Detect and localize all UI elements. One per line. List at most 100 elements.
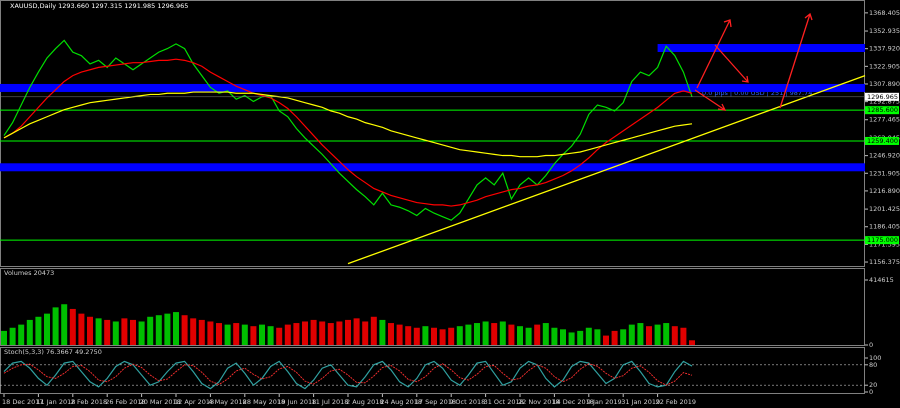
volume-title: Volumes 20473 <box>4 269 54 277</box>
volume-bar <box>9 327 16 345</box>
volume-bar <box>345 319 351 345</box>
y-tick-label: 1277.465 <box>869 116 900 124</box>
x-tick-label: 9 Oct 2018 <box>449 398 485 406</box>
stoch-pane <box>0 347 865 394</box>
volume-bar <box>499 321 506 345</box>
volume-bar <box>603 335 609 345</box>
y-tick-label: 1201.425 <box>869 205 900 213</box>
volume-bar <box>69 308 76 345</box>
volume-bar <box>198 319 205 345</box>
x-tick-label: 14 Dec 2018 <box>552 398 594 406</box>
x-tick-label: 24 Aug 2018 <box>380 398 422 406</box>
volume-bar <box>130 319 136 345</box>
x-tick-label: 9 Jan 2019 <box>587 398 622 406</box>
volume-bar <box>396 324 403 345</box>
current-price-box <box>865 92 899 101</box>
y-tick-label: 1216.890 <box>869 187 900 195</box>
x-tick-label: 28 May 2018 <box>243 398 285 406</box>
level-zone <box>657 44 865 53</box>
volume-bar <box>465 324 472 345</box>
volume-bar <box>224 324 231 345</box>
x-tick-label: 26 Feb 2018 <box>105 398 145 406</box>
series-line <box>3 360 693 390</box>
volume-bar <box>413 327 420 345</box>
volume-bar <box>319 321 326 345</box>
volume-bar <box>112 321 119 345</box>
chart-title: XAUUSD,Daily 1293.660 1297.315 1291.985 … <box>10 2 188 10</box>
y-tick-label: 0 <box>869 388 873 396</box>
y-tick-label: 1307.890 <box>869 80 900 88</box>
volume-bar <box>293 323 300 345</box>
arrows <box>694 12 813 111</box>
y-tick-label: 1337.920 <box>869 45 900 53</box>
volume-bar <box>147 316 154 345</box>
series-line <box>3 363 693 386</box>
volume-bar <box>628 324 635 345</box>
x-tick-label: 31 Jan 2019 <box>621 398 660 406</box>
arrow <box>694 89 727 111</box>
annotation: 0.0 pips | 0.00 USD | 251 | 987.74 <box>702 89 812 97</box>
y-tick-label: 1186.405 <box>869 223 900 231</box>
volume-bar <box>542 323 549 345</box>
volume-bar <box>551 327 558 345</box>
volume-bar <box>327 323 334 345</box>
arrow <box>779 12 813 109</box>
x-tick-label: 11 Jul 2018 <box>312 398 349 406</box>
volume-bar <box>388 323 394 345</box>
volume-bar <box>362 321 369 345</box>
y-tick-label: 20 <box>869 381 877 389</box>
volume-bar <box>310 319 317 345</box>
level-label: 1259.400 <box>867 137 898 145</box>
x-tick-label: 12 Apr 2018 <box>174 398 214 406</box>
y-tick-label: 1156.375 <box>869 258 900 266</box>
current-price-label: 1296.965 <box>867 93 898 101</box>
volume-bar <box>26 319 33 345</box>
volume-bar <box>594 329 601 345</box>
y-tick-label: 0 <box>869 341 873 349</box>
x-tick-label: 20 Mar 2018 <box>140 398 181 406</box>
volume-bar <box>61 304 68 345</box>
volume-bar <box>405 326 412 345</box>
volume-bar <box>456 326 463 345</box>
volume-bar <box>525 327 532 345</box>
volume-bar <box>138 321 145 345</box>
volume-bar <box>233 323 240 345</box>
volume-bar <box>302 321 308 345</box>
series-line <box>3 58 693 207</box>
x-tick-label: 19 Jun 2018 <box>277 398 316 406</box>
y-tick-label: 1292.875 <box>869 98 900 106</box>
level-label: 1285.600 <box>867 106 898 114</box>
x-tick-label: 2 Feb 2018 <box>71 398 107 406</box>
volume-bar <box>646 326 652 345</box>
trendline <box>347 75 866 265</box>
y-tick-label: 1352.935 <box>869 27 900 35</box>
volume-bar <box>680 327 687 345</box>
arrow <box>714 44 749 83</box>
volume-bar <box>439 329 446 345</box>
volume-bar <box>560 329 566 345</box>
volume-bar <box>620 329 627 345</box>
volume-bar <box>508 324 515 345</box>
x-tick-label: 11 Jan 2018 <box>36 398 75 406</box>
volume-bar <box>207 321 214 345</box>
volume-bar <box>1 330 7 345</box>
volume-bar <box>611 330 618 345</box>
volume-bar <box>241 324 248 345</box>
volume-bar <box>87 316 93 345</box>
volume-bar <box>250 326 257 345</box>
x-tick-label: 17 Sep 2018 <box>415 398 456 406</box>
volume-bar <box>671 326 678 345</box>
level-zone <box>0 83 865 92</box>
x-tick-label: 2 Aug 2018 <box>346 398 384 406</box>
volume-bar <box>585 327 592 345</box>
volume-pane <box>0 268 865 346</box>
y-tick-label: 100 <box>869 354 881 362</box>
volume-bar <box>95 318 102 345</box>
volume-bar <box>35 316 42 345</box>
volume-bar <box>336 321 343 345</box>
volume-bar <box>18 324 25 345</box>
level-label: 1175.000 <box>867 236 898 244</box>
volume-bar <box>517 326 523 345</box>
level-label-box <box>865 136 899 145</box>
